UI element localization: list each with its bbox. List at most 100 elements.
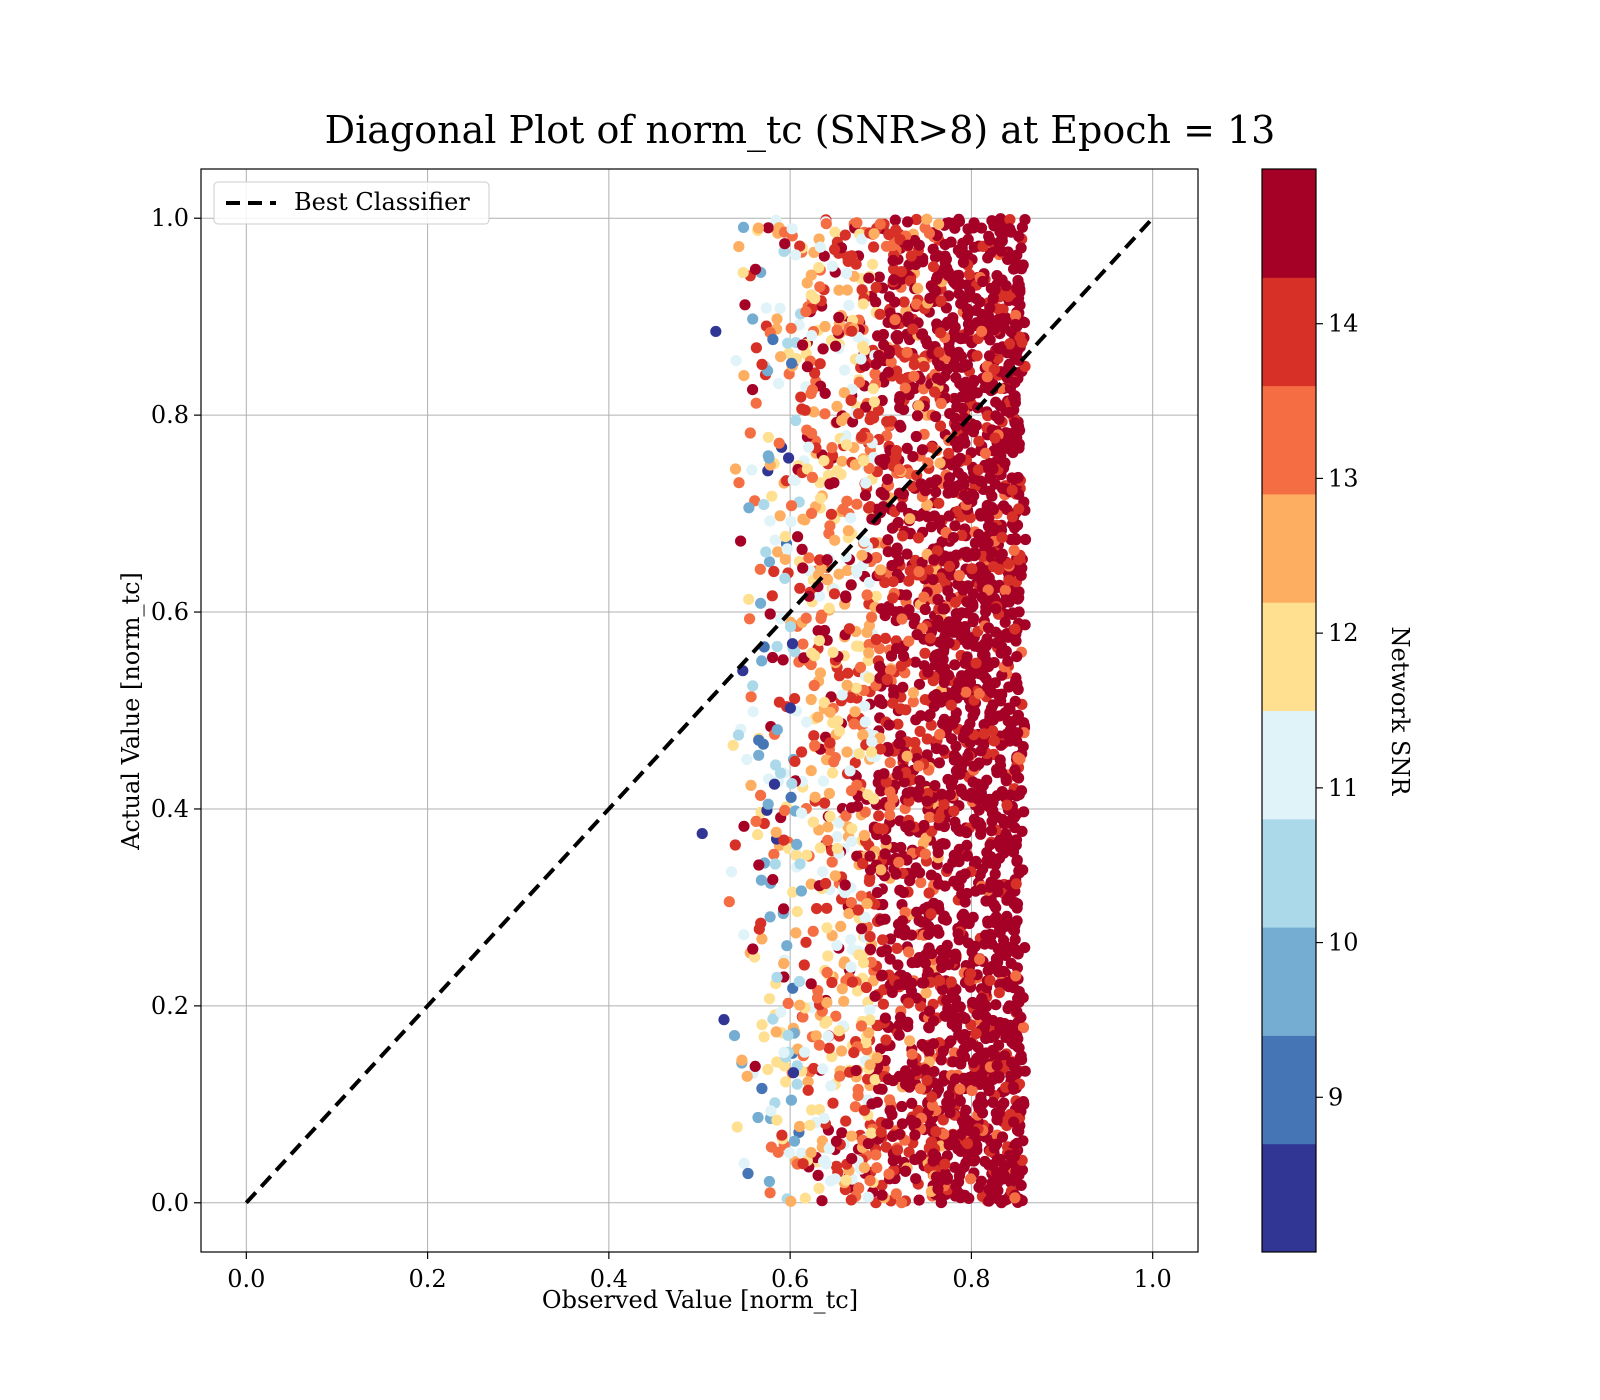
scatter-point	[893, 856, 905, 868]
scatter-point	[999, 584, 1012, 596]
scatter-point	[950, 457, 962, 469]
scatter-point	[774, 302, 786, 314]
scatter-point	[943, 1139, 955, 1151]
scatter-point	[918, 1040, 930, 1052]
scatter-point	[927, 1155, 939, 1167]
scatter-point	[965, 636, 977, 648]
scatter-point	[961, 1138, 974, 1150]
scatter-point	[973, 528, 985, 541]
scatter-point	[812, 711, 824, 723]
scatter-point	[804, 1119, 816, 1131]
colorbar: 9 10 11 12 13 14 Network SNR	[1261, 168, 1414, 1253]
scatter-point	[899, 978, 911, 991]
scatter-point	[927, 574, 939, 586]
scatter-point	[950, 740, 962, 752]
scatter-point	[873, 642, 886, 655]
scatter-point	[1006, 484, 1018, 496]
scatter-point	[972, 1074, 984, 1086]
scatter-point	[828, 756, 840, 768]
scatter-point	[935, 1054, 947, 1066]
scatter-point	[984, 974, 996, 987]
scatter-point	[979, 447, 992, 459]
scatter-point	[730, 355, 742, 367]
scatter-point	[972, 464, 985, 476]
scatter-point	[986, 501, 998, 514]
scatter-point	[939, 239, 951, 251]
scatter-point	[887, 254, 899, 267]
scatter-point	[821, 997, 833, 1009]
scatter-point	[958, 1072, 970, 1084]
scatter-point	[974, 475, 987, 487]
scatter-point	[937, 1114, 949, 1126]
scatter-point	[752, 1111, 764, 1124]
scatter-point	[904, 820, 916, 832]
scatter-point	[892, 718, 904, 730]
scatter-point	[1000, 949, 1012, 962]
scatter-point	[1017, 864, 1029, 876]
scatter-point	[1012, 709, 1024, 721]
scatter-point	[821, 554, 833, 566]
scatter-point	[916, 444, 929, 456]
scatter-point	[817, 866, 829, 878]
scatter-point	[985, 895, 997, 908]
scatter-point	[800, 612, 812, 624]
scatter-point	[727, 739, 739, 751]
scatter-point	[932, 593, 944, 606]
scatter-point	[938, 820, 951, 833]
scatter-point	[906, 1048, 918, 1060]
scatter-point	[785, 1094, 798, 1106]
scatter-point	[957, 471, 969, 483]
scatter-point	[996, 231, 1008, 243]
scatter-point	[881, 416, 893, 428]
scatter-point	[794, 999, 806, 1011]
scatter-point	[868, 241, 880, 253]
x-axis-label: Observed Value [norm_tc]	[542, 1286, 858, 1314]
scatter-point	[899, 382, 911, 394]
scatter-point	[998, 965, 1010, 978]
scatter-point	[973, 817, 986, 829]
scatter-point	[926, 825, 938, 837]
scatter-point	[791, 838, 803, 851]
scatter-point	[818, 250, 830, 262]
scatter-point	[954, 1083, 966, 1095]
scatter-point	[957, 433, 970, 445]
scatter-point	[802, 1076, 814, 1088]
scatter-point	[988, 561, 1000, 573]
scatter-point	[887, 1130, 899, 1142]
scatter-point	[802, 1084, 814, 1096]
scatter-point	[1004, 338, 1016, 350]
scatter-point	[876, 970, 888, 982]
scatter-point	[936, 788, 948, 800]
scatter-point	[833, 1025, 845, 1037]
scatter-point	[1007, 846, 1020, 858]
scatter-point	[808, 1062, 820, 1075]
scatter-point	[913, 400, 925, 412]
colorbar-band	[1262, 169, 1316, 278]
scatter-point	[764, 1187, 776, 1199]
scatter-point	[928, 700, 940, 713]
scatter-point	[934, 514, 946, 527]
scatter-point	[875, 564, 887, 576]
scatter-point	[963, 268, 976, 281]
scatter-point	[862, 1138, 875, 1150]
scatter-point	[937, 744, 949, 756]
scatter-point	[1010, 309, 1022, 321]
scatter-point	[863, 502, 875, 514]
scatter-point	[973, 757, 985, 769]
scatter-point	[845, 785, 858, 797]
scatter-point	[764, 608, 776, 620]
scatter-point	[992, 943, 1004, 955]
scatter-point-outlier	[710, 325, 722, 338]
scatter-point	[829, 243, 841, 256]
scatter-point	[968, 376, 980, 388]
scatter-point	[953, 569, 965, 582]
scatter-point	[996, 669, 1008, 681]
scatter-point	[750, 815, 762, 828]
scatter-point	[808, 406, 820, 418]
scatter-point	[822, 1030, 834, 1042]
scatter-point	[797, 562, 809, 574]
scatter-point	[779, 238, 791, 250]
scatter-point	[945, 569, 957, 581]
scatter-point	[1016, 825, 1028, 838]
scatter-point	[1018, 806, 1030, 818]
